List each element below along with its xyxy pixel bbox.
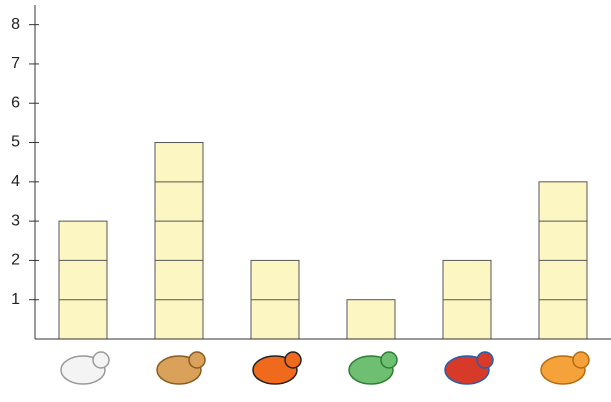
y-tick-label: 8 [11, 16, 20, 33]
y-tick-label: 7 [11, 55, 20, 72]
y-tick-label: 4 [11, 173, 20, 190]
bar [58, 220, 108, 340]
y-tick-label: 6 [11, 94, 20, 111]
y-tick-label: 3 [11, 212, 20, 229]
animal-icon-head [380, 351, 398, 369]
animal-icon-head [92, 351, 110, 369]
y-tick-label: 5 [11, 134, 20, 151]
bar [346, 299, 396, 340]
animal-icon-head [188, 351, 206, 369]
y-tick-label: 2 [11, 252, 20, 269]
bar [154, 142, 204, 340]
animal-icon-head [572, 351, 590, 369]
y-tick-label: 1 [11, 291, 20, 308]
animal-icon-head [476, 351, 494, 369]
animal-icon-head [284, 351, 302, 369]
